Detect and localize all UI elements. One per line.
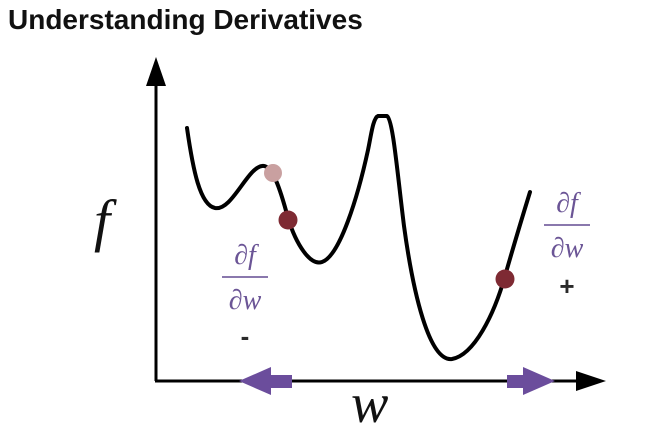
left-derivative-sign: - bbox=[241, 321, 250, 351]
left-derivative-numerator: ∂f bbox=[234, 240, 259, 271]
right-arrow bbox=[507, 367, 555, 395]
right-derivative: ∂f ∂w + bbox=[544, 188, 590, 301]
left-arrow bbox=[239, 367, 292, 395]
right-point bbox=[496, 270, 515, 289]
right-derivative-sign: + bbox=[559, 271, 574, 301]
x-axis-arrowhead bbox=[576, 371, 606, 391]
left-derivative-denominator: ∂w bbox=[229, 285, 262, 316]
right-derivative-denominator: ∂w bbox=[551, 233, 584, 264]
left-derivative: ∂f ∂w - bbox=[222, 240, 268, 351]
function-curve bbox=[187, 116, 530, 359]
y-axis-arrowhead bbox=[146, 57, 166, 86]
x-axis-label: w bbox=[351, 373, 388, 435]
y-axis-label: f bbox=[94, 188, 117, 253]
left-point bbox=[279, 211, 298, 230]
right-derivative-numerator: ∂f bbox=[556, 188, 581, 219]
faded-point bbox=[264, 164, 282, 182]
